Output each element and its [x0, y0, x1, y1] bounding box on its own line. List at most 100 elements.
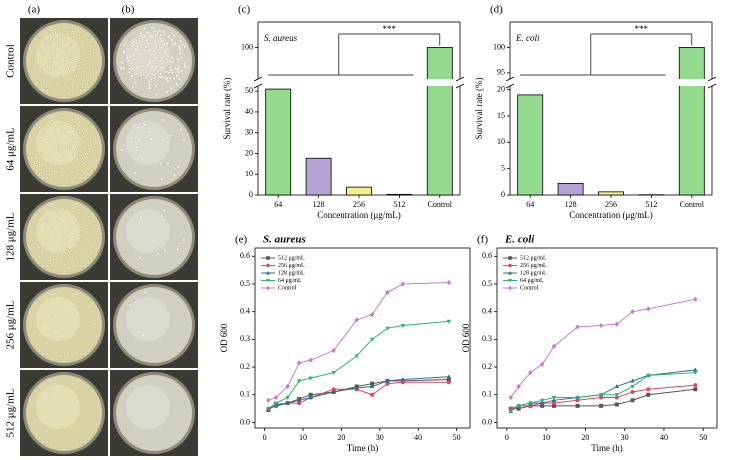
bar: [346, 186, 372, 196]
colony: [159, 161, 163, 165]
colony: [154, 34, 157, 37]
colony: [62, 76, 65, 79]
colony: [36, 136, 39, 139]
colony: [37, 324, 40, 327]
colony: [183, 45, 187, 49]
colony: [60, 46, 63, 49]
colony: [56, 134, 59, 137]
colony: [58, 354, 61, 357]
colony: [184, 66, 188, 69]
colony: [48, 336, 51, 339]
colony: [75, 300, 78, 303]
y-tick-label: 20: [245, 148, 253, 157]
colony: [153, 73, 156, 77]
colony: [58, 140, 61, 143]
colony: [162, 30, 166, 34]
colony: [67, 232, 70, 235]
marker: [575, 403, 580, 408]
legend-label: Control: [520, 285, 539, 291]
colony: [41, 162, 44, 165]
colony: [56, 341, 59, 344]
colony: [81, 226, 84, 229]
colony: [38, 47, 41, 50]
colony: [143, 49, 147, 53]
colony: [63, 39, 66, 42]
break-mark: [505, 76, 515, 82]
dish-light: [36, 297, 80, 341]
colony: [61, 116, 64, 119]
colony: [89, 155, 92, 158]
marker: [354, 385, 359, 390]
colony: [46, 31, 49, 34]
colony: [132, 123, 136, 127]
colony: [65, 71, 68, 74]
colony: [53, 335, 56, 338]
colony: [69, 255, 72, 258]
colony: [49, 67, 52, 70]
colony: [57, 144, 60, 147]
colony: [89, 334, 92, 337]
marker: [446, 280, 452, 286]
bar: [598, 191, 624, 196]
break-mark: [253, 83, 263, 89]
colony: [46, 41, 49, 44]
colony: [40, 142, 43, 145]
marker: [528, 401, 533, 406]
colony: [166, 79, 170, 83]
marker: [369, 384, 375, 389]
colony: [36, 48, 39, 51]
colony: [76, 167, 79, 170]
colony: [158, 308, 162, 311]
colony: [84, 152, 87, 155]
colony: [121, 148, 124, 152]
colony: [182, 238, 186, 242]
colony: [49, 51, 52, 54]
colony: [38, 165, 41, 168]
colony: [169, 86, 173, 90]
bar: [265, 88, 292, 196]
colony: [86, 253, 89, 256]
colony: [87, 46, 90, 49]
y-tick-label: 0: [249, 190, 253, 199]
marker: [385, 378, 390, 383]
colony: [85, 74, 88, 77]
colony: [37, 341, 40, 344]
colony: [67, 304, 70, 307]
colony: [59, 38, 62, 41]
colony: [49, 256, 52, 259]
colony: [89, 50, 92, 53]
colony: [43, 147, 46, 150]
colony: [80, 136, 83, 139]
colony: [174, 66, 177, 70]
y-tick-label: 0.0: [240, 417, 250, 426]
marker: [385, 289, 390, 295]
colony: [65, 81, 68, 84]
colony: [78, 37, 81, 40]
marker: [575, 395, 580, 400]
colony: [51, 90, 54, 93]
colony: [68, 257, 71, 260]
colony: [81, 86, 84, 89]
colony: [51, 205, 54, 208]
marker: [297, 401, 302, 406]
colony: [70, 57, 73, 60]
colony: [55, 211, 58, 214]
colony: [59, 250, 62, 253]
colony: [56, 140, 59, 143]
colony: [64, 214, 67, 217]
colony: [62, 91, 65, 94]
marker: [266, 407, 271, 412]
colony: [51, 60, 54, 63]
row-label: 256 μg/mL: [5, 300, 17, 349]
colony: [78, 68, 81, 71]
colony: [78, 120, 81, 123]
marker: [598, 393, 604, 398]
colony: [49, 33, 52, 36]
y-tick-label: 0.1: [240, 390, 250, 399]
colony: [50, 140, 53, 143]
plot-frame: [254, 247, 471, 429]
colony: [41, 69, 44, 72]
legend-marker: [266, 285, 270, 291]
colony: [60, 123, 63, 126]
colony: [127, 58, 131, 62]
